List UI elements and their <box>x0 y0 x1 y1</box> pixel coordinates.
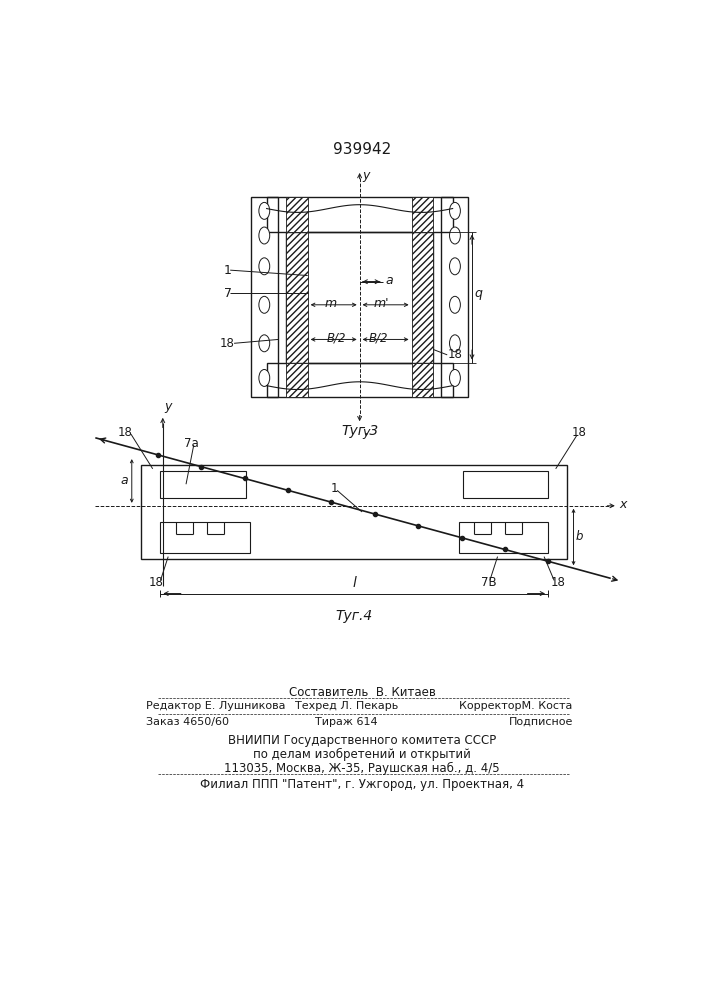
Text: Филиал ППП "Патент", г. Ужгород, ул. Проектная, 4: Филиал ППП "Патент", г. Ужгород, ул. Про… <box>200 778 524 791</box>
Bar <box>411 363 433 397</box>
Text: 7a: 7a <box>185 437 199 450</box>
Bar <box>286 363 308 397</box>
Text: по делам изобретений и открытий: по делам изобретений и открытий <box>253 748 471 761</box>
Bar <box>286 197 308 232</box>
Text: Тираж 614: Тираж 614 <box>315 717 378 727</box>
Text: a: a <box>385 274 393 287</box>
Text: a: a <box>120 474 128 487</box>
Ellipse shape <box>259 296 270 313</box>
Text: Подписное: Подписное <box>508 717 573 727</box>
Text: 113035, Москва, Ж-35, Раушская наб., д. 4/5: 113035, Москва, Ж-35, Раушская наб., д. … <box>224 761 500 775</box>
Bar <box>267 197 452 232</box>
Bar <box>251 197 279 397</box>
Text: m: m <box>325 297 337 310</box>
Text: y: y <box>362 426 369 439</box>
Bar <box>286 232 433 363</box>
Text: Τуг.3: Τуг.3 <box>341 424 378 438</box>
Text: m': m' <box>373 297 389 310</box>
Text: 7: 7 <box>224 287 232 300</box>
Text: 939942: 939942 <box>333 142 391 157</box>
Bar <box>141 465 567 559</box>
Text: 18: 18 <box>571 426 586 439</box>
Ellipse shape <box>450 296 460 313</box>
Bar <box>160 522 250 553</box>
Text: B/2: B/2 <box>369 332 388 345</box>
Ellipse shape <box>450 335 460 352</box>
Ellipse shape <box>259 202 270 219</box>
Bar <box>441 197 468 397</box>
Text: 18: 18 <box>220 337 235 350</box>
Ellipse shape <box>259 258 270 275</box>
Text: 18: 18 <box>448 348 462 361</box>
Bar <box>267 363 452 397</box>
Text: 18: 18 <box>118 426 133 439</box>
Ellipse shape <box>450 202 460 219</box>
Text: 1: 1 <box>331 482 339 495</box>
Text: 7B: 7B <box>481 576 496 588</box>
Text: ВНИИПИ Государственного комитета СССР: ВНИИПИ Государственного комитета СССР <box>228 734 496 747</box>
Bar <box>462 471 548 498</box>
Text: q: q <box>474 287 482 300</box>
Bar <box>160 471 246 498</box>
Text: b: b <box>575 530 583 543</box>
Text: y: y <box>362 169 369 182</box>
Ellipse shape <box>450 258 460 275</box>
Text: y: y <box>164 400 172 413</box>
Ellipse shape <box>450 227 460 244</box>
Ellipse shape <box>259 369 270 386</box>
Text: 18: 18 <box>149 576 164 588</box>
Text: КорректорМ. Коста: КорректорМ. Коста <box>460 701 573 711</box>
Text: 1: 1 <box>224 264 232 277</box>
Text: 18: 18 <box>550 576 565 588</box>
Text: Заказ 4650/60: Заказ 4650/60 <box>146 717 230 727</box>
Text: x: x <box>619 498 626 511</box>
Bar <box>286 232 308 363</box>
Text: Τуг.4: Τуг.4 <box>336 609 373 623</box>
Bar <box>459 522 548 553</box>
Text: l: l <box>352 576 356 590</box>
Text: Составитель  В. Китаев: Составитель В. Китаев <box>288 686 436 699</box>
Ellipse shape <box>259 335 270 352</box>
Bar <box>411 232 433 363</box>
Ellipse shape <box>259 227 270 244</box>
Bar <box>411 197 433 232</box>
Text: Техред Л. Пекарь: Техред Л. Пекарь <box>295 701 398 711</box>
Ellipse shape <box>450 369 460 386</box>
Text: Редактор Е. Лушникова: Редактор Е. Лушникова <box>146 701 286 711</box>
Text: B/2: B/2 <box>327 332 346 345</box>
